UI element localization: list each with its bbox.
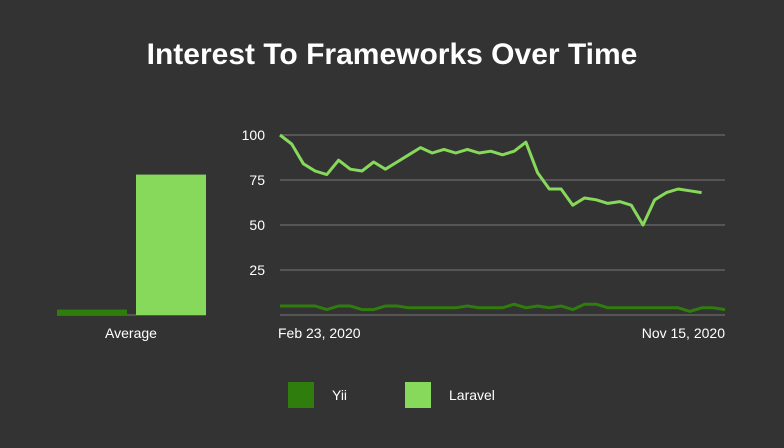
x-tick-label-end: Nov 15, 2020	[642, 325, 725, 341]
y-tick-label: 25	[249, 262, 265, 278]
series-line-laravel	[279, 133, 702, 227]
legend-label-yii: Yii	[332, 387, 348, 403]
bar-yii	[57, 309, 127, 315]
bar-laravel	[136, 174, 206, 315]
y-tick-label: 75	[249, 172, 265, 188]
series-line-yii	[280, 302, 726, 313]
y-tick-label: 50	[249, 217, 265, 233]
legend-item-laravel[interactable]: Laravel	[405, 382, 495, 408]
legend-label-laravel: Laravel	[449, 387, 495, 403]
legend-item-yii[interactable]: Yii	[288, 382, 347, 408]
chart-title: Interest To Frameworks Over Time	[146, 38, 638, 71]
bar-category-label: Average	[105, 325, 157, 341]
legend-swatch-laravel	[405, 382, 431, 408]
y-tick-label: 100	[242, 127, 266, 143]
x-tick-label-start: Feb 23, 2020	[278, 325, 361, 341]
legend-swatch-yii	[288, 382, 314, 408]
